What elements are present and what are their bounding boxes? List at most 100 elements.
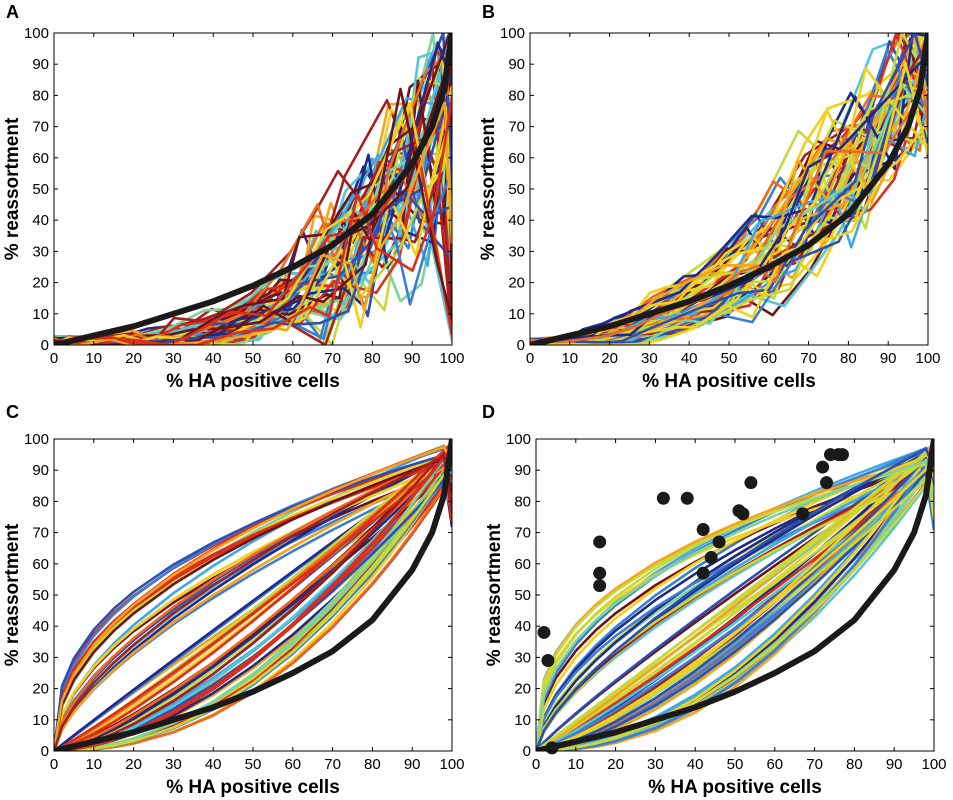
panel-d-x-tick-label: 10 (567, 756, 584, 773)
panel-a-y-ticks: 0 10 20 30 40 50 60 70 80 90 100 (24, 25, 452, 354)
panel-d-x-tick-label: 40 (687, 756, 704, 773)
panel-d-data-point-8 (680, 491, 694, 505)
panel-b-y-tick-label: 10 (508, 306, 525, 323)
panel-b-y-tick-label: 40 (508, 212, 525, 229)
panel-c-x-tick-label: 70 (324, 756, 341, 773)
panel-b-y-tick-label: 20 (508, 275, 525, 292)
panel-b-y-tick-label: 30 (508, 243, 525, 260)
panel-b: B 0 10 20 30 40 50 60 70 80 90 100 0 10 20 30 40 50 60 70… (478, 2, 941, 392)
panel-d-series-line-64 (536, 463, 934, 751)
panel-c-y-tick-label: 80 (32, 493, 49, 510)
panel-c-series-line-60 (54, 473, 452, 751)
panel-label-d: D (482, 402, 495, 422)
panel-c: C 0 10 20 30 40 50 60 70 80 90 100 0 10 20 30 40 50 60 70… (2, 402, 465, 798)
panel-b-y-tick-label: 50 (508, 181, 525, 198)
panel-a-y-tick-label: 50 (32, 181, 49, 198)
panel-d-x-tick-label: 20 (607, 756, 624, 773)
panel-a-series-line-60 (54, 98, 452, 345)
panel-d-x-tick-label: 100 (921, 756, 946, 773)
panel-c-y-tick-label: 20 (32, 681, 49, 698)
panel-a-y-tick-label: 20 (32, 275, 49, 292)
panel-c-x-tick-label: 90 (404, 756, 421, 773)
panel-d-series-line-70 (536, 447, 934, 751)
panel-d-y-tick-label: 10 (514, 712, 531, 729)
panel-b-x-tick-label: 30 (641, 350, 658, 367)
panel-c-x-tick-label: 80 (364, 756, 381, 773)
panel-a-series-line-58 (54, 87, 452, 345)
panel-a-y-tick-label: 100 (24, 25, 49, 42)
panel-a-y-tick-label: 40 (32, 212, 49, 229)
panel-a-x-ticks: 0 10 20 30 40 50 60 70 80 90 100 (50, 33, 465, 367)
panel-c-y-tick-label: 50 (32, 587, 49, 604)
panel-b-x-ticks: 0 10 20 30 40 50 60 70 80 90 100 (526, 33, 941, 367)
panel-d-series-line-66 (536, 458, 934, 751)
panel-d-x-ticks: 0 10 20 30 40 50 60 70 80 90 100 (532, 439, 947, 773)
panel-c-y-tick-label: 10 (32, 712, 49, 729)
panel-d-x-axis-label: % HA positive cells (648, 777, 822, 798)
panel-d-x-tick-label: 80 (846, 756, 863, 773)
panel-label-c: C (6, 402, 19, 422)
panel-b-series-line-52 (530, 33, 928, 344)
panel-b-x-tick-label: 70 (800, 350, 817, 367)
panel-b-y-tick-label: 60 (508, 150, 525, 167)
panel-c-y-axis-label: % reassortment (2, 523, 23, 666)
panel-b-reference-line (530, 33, 928, 345)
panel-b-x-tick-label: 20 (601, 350, 618, 367)
panel-d-y-ticks: 0 10 20 30 40 50 60 70 80 90 100 (506, 431, 934, 760)
panel-d-y-tick-label: 60 (514, 556, 531, 573)
panel-b-series-line-47 (530, 66, 928, 345)
panel-a-series-line-59 (54, 101, 452, 345)
panel-b-x-tick-label: 90 (880, 350, 897, 367)
panel-c-series-line-70 (54, 455, 452, 751)
panel-d-y-tick-label: 90 (514, 462, 531, 479)
panel-b-series-line-55 (530, 62, 928, 345)
panel-a-y-tick-label: 90 (32, 56, 49, 73)
panel-c-reference-curve (54, 439, 452, 751)
panel-d-series-line-22 (536, 450, 934, 751)
panel-d: D 0 10 20 30 40 50 60 70 80 90 100 0 10 20 30 40 50 60 70… (482, 402, 947, 798)
panel-c-x-tick-label: 20 (125, 756, 142, 773)
panel-b-y-tick-label: 90 (508, 56, 525, 73)
panel-d-y-tick-label: 100 (506, 431, 531, 448)
panel-d-data-point-14 (736, 507, 750, 521)
panel-a: A 0 10 20 30 40 50 60 70 80 90 100 0 10 20 30 40 50 60 70… (2, 2, 465, 392)
panel-d-series-line-52 (536, 476, 934, 751)
panel-d-data-point-6 (593, 579, 607, 593)
panel-b-series-line-42 (530, 33, 928, 345)
panel-d-x-tick-label: 70 (806, 756, 823, 773)
panel-a-y-tick-label: 30 (32, 243, 49, 260)
panel-b-x-axis-label: % HA positive cells (642, 371, 816, 392)
panel-c-x-tick-label: 30 (165, 756, 182, 773)
panel-c-y-tick-label: 100 (24, 431, 49, 448)
panel-c-x-tick-label: 50 (245, 756, 262, 773)
panel-d-data-point-11 (704, 551, 718, 565)
panel-c-x-axis-label: % HA positive cells (166, 777, 340, 798)
panel-a-x-tick-label: 60 (284, 350, 301, 367)
panel-a-y-tick-label: 80 (32, 87, 49, 104)
panel-a-x-tick-label: 30 (165, 350, 182, 367)
panel-b-x-tick-label: 60 (760, 350, 777, 367)
panel-d-data-point-3 (545, 741, 559, 755)
panel-c-y-tick-label: 90 (32, 462, 49, 479)
panel-label-a: A (6, 2, 19, 22)
panel-a-series-line-49 (54, 170, 452, 345)
panel-a-y-tick-label: 0 (41, 337, 49, 354)
panel-d-y-tick-label: 20 (514, 681, 531, 698)
panel-c-x-ticks: 0 10 20 30 40 50 60 70 80 90 100 (50, 439, 465, 773)
panel-a-x-tick-label: 20 (125, 350, 142, 367)
panel-d-data-point-15 (744, 476, 758, 490)
panel-c-series-line-58 (54, 453, 452, 751)
panel-d-data-point-21 (835, 448, 849, 462)
panel-d-reference-curve (536, 439, 934, 751)
panel-a-x-tick-label: 80 (364, 350, 381, 367)
panel-b-x-tick-label: 80 (840, 350, 857, 367)
panel-d-series-line-61 (536, 451, 934, 751)
panel-b-y-axis-label: % reassortment (478, 117, 499, 260)
panel-b-x-tick-label: 40 (681, 350, 698, 367)
panel-c-x-tick-label: 60 (284, 756, 301, 773)
panel-c-series-line-59 (54, 455, 452, 751)
panel-b-series-line-50 (530, 121, 928, 345)
panel-c-series-line-67 (54, 445, 452, 751)
panel-b-y-tick-label: 100 (500, 25, 525, 42)
panel-a-series-line-55 (54, 79, 452, 345)
